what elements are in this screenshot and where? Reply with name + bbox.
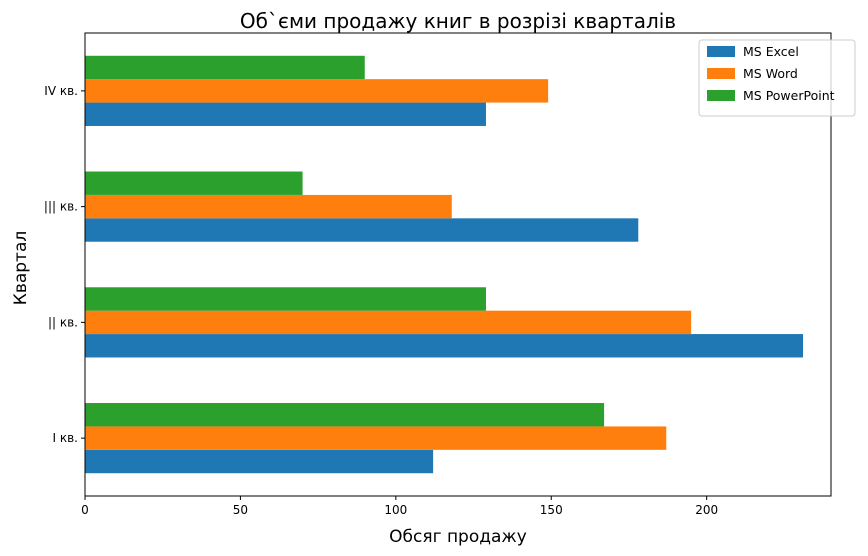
bar-ms-word-0: [85, 426, 667, 450]
bar-ms-powerpoint-0: [85, 403, 605, 427]
bar-ms-word-1: [85, 310, 692, 335]
legend-label: MS PowerPoint: [743, 88, 835, 103]
legend-swatch: [707, 68, 735, 79]
ticks-layer: I кв. || кв. ||| кв. IV кв. 0 50 100 150 200: [44, 84, 718, 517]
legend-label: MS Excel: [743, 44, 799, 59]
bar-ms-word-3: [85, 79, 549, 103]
x-tick-label: 0: [81, 503, 89, 517]
x-axis-title: Обсяг продажу: [389, 527, 527, 547]
bar-ms-excel-3: [85, 102, 486, 126]
bar-ms-powerpoint-3: [85, 55, 365, 80]
legend-label: MS Word: [743, 66, 798, 81]
x-tick-label: 50: [233, 503, 248, 517]
legend-swatch: [707, 90, 735, 101]
legend-box: [698, 39, 856, 117]
legend-swatch: [707, 46, 735, 57]
plot-frame: [84, 32, 832, 497]
legend: MS Excel MS Word MS PowerPoint: [698, 39, 856, 117]
x-tick-label: 150: [540, 503, 563, 517]
bar-ms-excel-2: [85, 218, 639, 242]
bar-ms-excel-1: [85, 334, 804, 358]
chart-title: Об`єми продажу книг в розрізі кварталів: [240, 9, 676, 33]
bars-layer: [85, 55, 804, 474]
x-tick-label: 200: [695, 503, 718, 517]
y-tick-label: I кв.: [53, 431, 79, 445]
bar-ms-powerpoint-1: [85, 287, 486, 311]
y-tick-label: ||| кв.: [44, 200, 78, 214]
y-tick-label: IV кв.: [44, 84, 78, 98]
x-tick-label: 100: [384, 503, 407, 517]
y-axis-title: Квартал: [11, 231, 31, 305]
bar-ms-powerpoint-2: [85, 171, 303, 195]
bar-ms-word-2: [85, 194, 452, 219]
y-tick-label: || кв.: [48, 315, 78, 329]
bar-ms-excel-0: [85, 449, 434, 474]
